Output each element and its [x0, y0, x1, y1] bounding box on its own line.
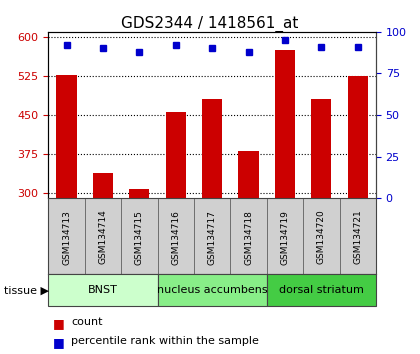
FancyBboxPatch shape [121, 198, 158, 274]
Text: GSM134719: GSM134719 [281, 210, 289, 264]
Text: percentile rank within the sample: percentile rank within the sample [71, 336, 259, 346]
Text: GSM134714: GSM134714 [98, 210, 108, 264]
FancyBboxPatch shape [230, 198, 267, 274]
Bar [165, 113, 186, 198]
Text: GSM134718: GSM134718 [244, 210, 253, 264]
FancyBboxPatch shape [85, 198, 121, 274]
Text: count: count [71, 317, 103, 327]
Text: nucleus accumbens: nucleus accumbens [157, 285, 268, 295]
FancyBboxPatch shape [158, 198, 194, 274]
FancyBboxPatch shape [48, 274, 158, 306]
Text: GSM134716: GSM134716 [171, 210, 180, 264]
Text: ■: ■ [52, 317, 64, 330]
Bar [239, 152, 259, 198]
FancyBboxPatch shape [303, 198, 339, 274]
Bar [275, 50, 295, 198]
Text: GSM134717: GSM134717 [207, 210, 217, 264]
Text: GSM134715: GSM134715 [135, 210, 144, 264]
FancyBboxPatch shape [267, 198, 303, 274]
FancyBboxPatch shape [339, 198, 376, 274]
Bar [348, 76, 368, 198]
Text: GSM134713: GSM134713 [62, 210, 71, 264]
FancyBboxPatch shape [48, 198, 85, 274]
FancyBboxPatch shape [267, 274, 376, 306]
FancyBboxPatch shape [158, 274, 267, 306]
Bar [311, 99, 331, 198]
Text: GSM134720: GSM134720 [317, 210, 326, 264]
Bar [57, 75, 76, 198]
Text: GDS2344 / 1418561_at: GDS2344 / 1418561_at [121, 16, 299, 32]
Bar [202, 99, 222, 198]
Bar [129, 189, 150, 198]
Text: GSM134721: GSM134721 [353, 210, 362, 264]
Text: BNST: BNST [88, 285, 118, 295]
Text: dorsal striatum: dorsal striatum [279, 285, 364, 295]
Bar [93, 173, 113, 198]
Text: ■: ■ [52, 336, 64, 349]
FancyBboxPatch shape [194, 198, 230, 274]
Text: tissue ▶: tissue ▶ [4, 285, 49, 295]
